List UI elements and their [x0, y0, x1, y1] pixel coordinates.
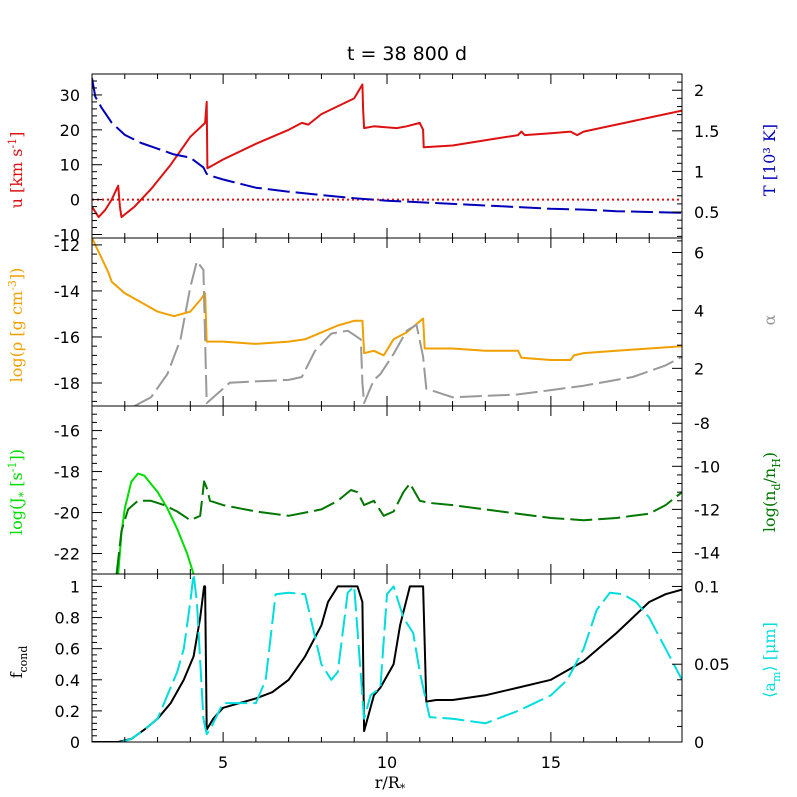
panel-3-frame	[91, 405, 683, 575]
x-tick-label: 10	[377, 753, 397, 772]
right-y-tick-label: 2	[694, 359, 704, 378]
right-y-tick-label: -10	[694, 457, 720, 476]
right-y-tick-label: -8	[694, 414, 710, 433]
left-y-tick-label: -22	[54, 545, 80, 564]
series-u-line	[92, 83, 682, 219]
axis-label-part: ])	[7, 449, 26, 461]
left-y-tick-label: 20	[60, 121, 80, 140]
left-y-tick-label: 0	[70, 733, 80, 752]
axis-label-part: s	[7, 472, 26, 480]
axis-label-part: f	[7, 671, 26, 678]
panel-3-series	[115, 472, 682, 574]
x-axis-label-star: *	[400, 782, 406, 795]
axis-label-part: m	[770, 671, 783, 682]
axis-label-part: α	[760, 314, 779, 325]
series-log-rho-line	[92, 238, 682, 361]
series-log-nd-nh-line	[115, 480, 682, 574]
right-y-tick-label: -12	[694, 500, 720, 519]
left-y-tick-label: 0.6	[55, 640, 80, 659]
series-t-line	[92, 77, 682, 214]
right-y-tick-label: 4	[694, 301, 704, 320]
left-y-tick-label: 0.4	[55, 671, 80, 690]
axis-label-part: d	[770, 483, 783, 490]
axis-label-part: J	[7, 497, 26, 505]
panel-3-left-axis-label: log(J*​ [s-1​])	[6, 449, 30, 535]
panel-3-right-axis-label: log(nd​/nH​)	[760, 452, 783, 532]
right-y-tick-label: 6	[694, 243, 704, 262]
axis-label-part: /n	[760, 468, 779, 484]
axis-label-part: H	[770, 458, 783, 468]
axis-label-part: s	[7, 149, 26, 157]
axis-label-part: ⟨	[760, 692, 779, 698]
right-y-tick-label: 0.5	[694, 203, 719, 222]
panel-4-left-axis-label: fcond​	[7, 646, 30, 679]
panel-4-right-axis-label: ⟨am​⟩ [μm]	[760, 622, 783, 698]
axis-label-part: n	[760, 491, 779, 501]
right-y-tick-label: 1.5	[694, 122, 719, 141]
series-fcond-line	[92, 585, 682, 742]
axis-label-part: [μm]	[760, 622, 779, 665]
axis-label-part: cm	[7, 291, 26, 315]
panel-4-series	[92, 574, 682, 742]
left-y-tick-label: -18	[54, 374, 80, 393]
series-log-j-line	[117, 472, 195, 574]
x-tick-label: 15	[541, 753, 561, 772]
left-y-tick-label: 30	[60, 86, 80, 105]
panel-2-right-axis-label: α	[760, 314, 779, 325]
chart-title: t = 38 800 d	[347, 43, 467, 65]
left-y-tick-label: -10	[54, 226, 80, 245]
axis-label-part: log(ρ [g	[7, 315, 26, 382]
left-y-tick-label: -20	[54, 504, 80, 523]
left-y-tick-label: 0.2	[55, 702, 80, 721]
axis-label-part: T [10³ K]	[760, 124, 779, 196]
panel-4: 0 0.2 0.4 0.6 0.8 1 0 0.05 0.1 fcond​ ⟨am​⟩ [μm]	[7, 573, 783, 752]
axis-label-part: -1	[6, 462, 19, 473]
series-alpha-line	[134, 260, 682, 406]
left-y-tick-label: 1	[70, 577, 80, 596]
panel-2-frame	[91, 237, 683, 407]
right-y-tick-label: 2	[694, 81, 704, 100]
axis-label-part: -3	[6, 280, 19, 291]
right-y-tick-label: 1	[694, 162, 704, 181]
left-y-tick-label: -18	[54, 463, 80, 482]
x-axis-label: r/R*	[375, 773, 406, 795]
axis-label-part: log(	[760, 501, 779, 532]
left-y-tick-label: 10	[60, 156, 80, 175]
left-y-tick-label: -14	[54, 282, 80, 301]
axis-label-part: a	[760, 682, 779, 692]
panel-2-series	[92, 238, 682, 406]
axis-label-part: *	[17, 491, 30, 497]
right-y-tick-label: 0.1	[694, 577, 719, 596]
left-y-tick-label: 0.8	[55, 609, 80, 628]
series-am-line	[121, 574, 682, 742]
panel-1-left-axis-label: u [km s-1​]	[6, 132, 26, 209]
left-y-tick-label: 0	[70, 191, 80, 210]
left-y-tick-label: -16	[54, 422, 80, 441]
left-y-tick-label: -12	[54, 236, 80, 255]
right-y-tick-label: -14	[694, 543, 720, 562]
panel-1-right-axis-label: T [10³ K]	[760, 124, 779, 196]
panel-2-left-axis-label: log(ρ [g cm-3​])	[6, 268, 26, 383]
axis-label-part: [	[7, 480, 26, 491]
panel-2: -18 -16 -14 -12 2 4 6 log(ρ [g cm-3​]) α	[6, 236, 779, 407]
axis-label-part: u [km	[7, 157, 26, 209]
axis-label-part: ])	[7, 268, 26, 280]
axis-label-part: -1	[6, 138, 19, 149]
axis-label-part: cond	[17, 646, 30, 673]
right-y-tick-label: 0.05	[694, 655, 730, 674]
axis-label-part: ⟩	[760, 665, 779, 671]
x-axis-label-r: r/R	[375, 773, 401, 792]
left-y-tick-label: -16	[54, 328, 80, 347]
axis-label-part: )	[760, 452, 779, 458]
axis-label-part: log(	[7, 504, 26, 535]
x-tick-label: 5	[218, 753, 228, 772]
panel-1-series	[92, 77, 682, 219]
axis-label-part: ]	[7, 132, 26, 138]
right-y-tick-label: 0	[694, 733, 704, 752]
panel-1: -10 0 10 20 30 0.5 1 1.5 2 u [km s-1​] T [10³ K]	[6, 73, 779, 245]
